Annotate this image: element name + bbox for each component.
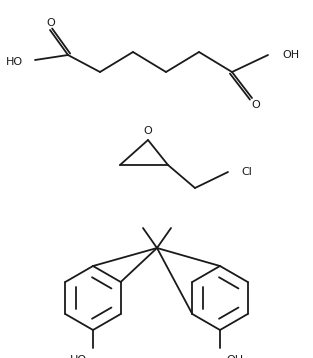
Text: OH: OH bbox=[282, 50, 299, 60]
Text: O: O bbox=[47, 18, 55, 28]
Text: O: O bbox=[252, 100, 260, 110]
Text: HO: HO bbox=[6, 57, 23, 67]
Text: HO: HO bbox=[70, 355, 87, 358]
Text: Cl: Cl bbox=[241, 167, 252, 177]
Text: OH: OH bbox=[226, 355, 243, 358]
Text: O: O bbox=[144, 126, 152, 136]
